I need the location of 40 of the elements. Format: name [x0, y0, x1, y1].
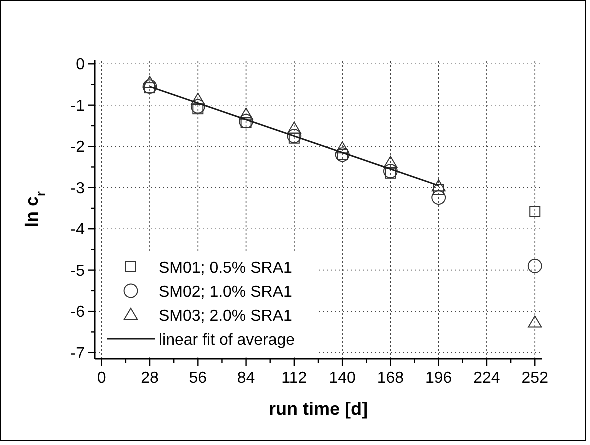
legend-label: SM03; 2.0% SRA1: [159, 308, 292, 325]
x-tick-label: 168: [377, 370, 404, 387]
point: [143, 76, 158, 88]
point: [239, 108, 254, 120]
legend-label: SM01; 0.5% SRA1: [159, 260, 292, 277]
point: [191, 93, 206, 106]
x-tick-label: 140: [329, 370, 356, 387]
point: [530, 206, 541, 218]
x-tick-label: 56: [189, 370, 208, 387]
point: [528, 316, 542, 328]
point: [287, 129, 302, 144]
x-tick-label: 28: [141, 370, 160, 387]
point: [190, 99, 206, 114]
y-tick-label: 0: [76, 56, 86, 74]
y-tick-label: -4: [70, 222, 86, 239]
y-tick-label: -7: [70, 345, 86, 362]
point: [432, 180, 446, 192]
x-tick-label: 112: [282, 370, 308, 387]
point: [336, 142, 350, 154]
y-tick-label: -5: [70, 262, 86, 280]
y-tick-label: -6: [70, 304, 86, 322]
legend-label: SM02; 1.0% SRA1: [159, 284, 292, 301]
point: [432, 190, 446, 205]
x-tick-label: 84: [237, 370, 256, 387]
x-axis-title: run time [d]: [269, 399, 368, 419]
point: [239, 114, 254, 129]
point: [287, 122, 302, 134]
point: [384, 164, 398, 179]
point: [142, 80, 158, 94]
x-tick-label: 252: [522, 370, 549, 387]
x-tick-label: 0: [97, 370, 106, 387]
y-tick-label: -1: [70, 98, 86, 115]
legend-label: linear fit of average: [159, 332, 296, 349]
x-tick-label: 224: [474, 370, 500, 387]
x-tick-label: 196: [425, 370, 452, 387]
point: [385, 168, 396, 179]
point: [528, 259, 542, 274]
y-tick-label: -2: [70, 139, 86, 156]
y-tick-label: -3: [70, 180, 86, 198]
point: [384, 156, 398, 168]
